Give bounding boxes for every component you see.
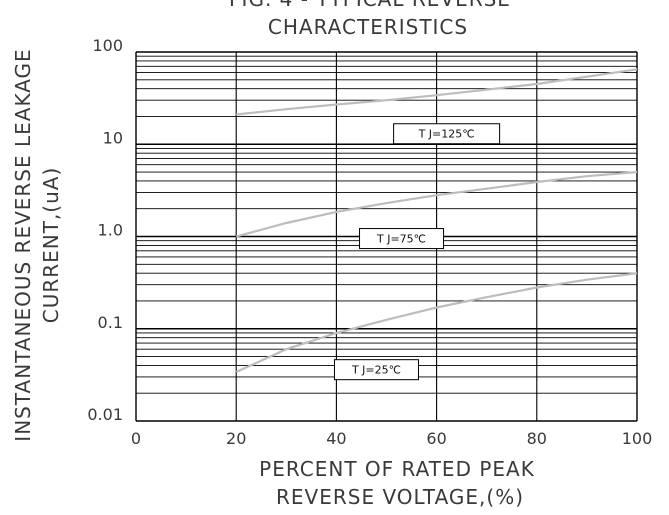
x-tick-label: 20 (226, 429, 246, 448)
x-tick-label: 60 (426, 429, 446, 448)
y-tick-label: 100 (92, 36, 123, 55)
x-tick-label: 0 (131, 429, 141, 448)
series-curve (235, 272, 638, 374)
series-curve (236, 68, 638, 116)
series-label-box (359, 228, 445, 250)
y-tick-label: 0.1 (98, 313, 123, 332)
x-axis-label-line1: PERCENT OF RATED PEAK (259, 457, 535, 481)
chart-title-line1: FIG. 4 - TYPICAL REVERSE (229, 0, 511, 11)
y-tick-label: 0.01 (87, 405, 123, 424)
curves (235, 68, 638, 374)
x-tick-label: 80 (527, 429, 547, 448)
chart-title-line2: CHARACTERISTICS (268, 15, 468, 39)
series-labels: T J=125℃ T J=75℃ T J=25℃ (333, 123, 501, 381)
series-label-box (393, 123, 501, 145)
series-label: T J=125℃ (418, 128, 475, 141)
y-tick-label: 10 (103, 128, 123, 147)
x-tick-labels: 0 20 40 60 80 100 (131, 429, 652, 448)
x-axis-label-line2: REVERSE VOLTAGE,(%) (276, 485, 524, 509)
x-tick-label: 40 (326, 429, 346, 448)
y-axis-label-line1: INSTANTANEOUS REVERSE LEAKAGE (11, 48, 35, 441)
series-label: T J=75℃ (376, 233, 426, 246)
series-curve (235, 170, 638, 238)
plot-grid (135, 51, 638, 422)
series-label: T J=25℃ (351, 364, 401, 377)
y-tick-label: 1.0 (98, 221, 123, 240)
y-tick-labels: 100 10 1.0 0.1 0.01 (87, 36, 123, 424)
y-axis-label-line2: CURRENT,(uA) (39, 167, 63, 324)
series-label-box (333, 359, 419, 381)
x-tick-label: 100 (622, 429, 653, 448)
